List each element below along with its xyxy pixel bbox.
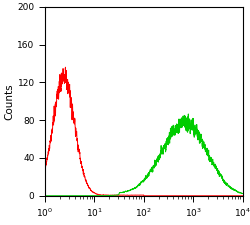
Y-axis label: Counts: Counts: [4, 83, 15, 119]
